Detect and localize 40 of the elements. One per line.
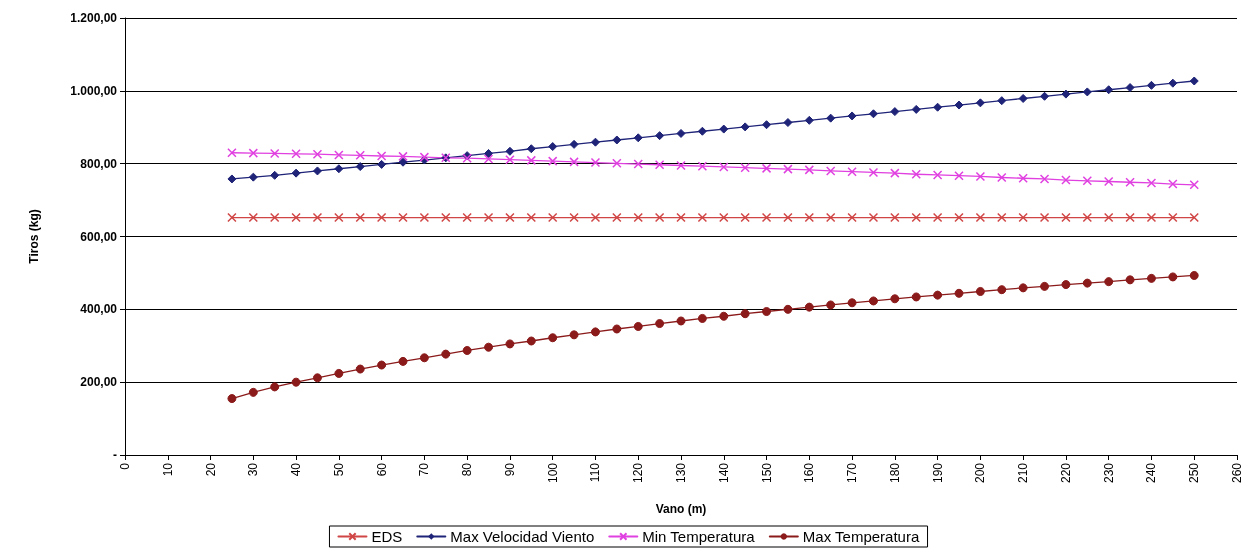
x-tick-label: 220 (1058, 462, 1073, 484)
x-tick-label: 70 (417, 462, 432, 477)
x-tick-label: 180 (887, 462, 902, 484)
x-tick-label: 200 (973, 462, 988, 484)
x-tick-label: 110 (588, 462, 603, 483)
x-tick-label: 190 (930, 462, 945, 484)
x-tick-label: 150 (759, 462, 774, 484)
x-tick-label: 10 (160, 462, 175, 477)
y-tick-label: 200,00 (80, 375, 118, 390)
x-tick-label: 50 (331, 462, 346, 477)
x-tick-label: 0 (118, 462, 132, 470)
legend-label: Max Velocidad Viento (450, 528, 595, 545)
x-tick-label: 160 (802, 462, 817, 484)
legend-label: Min Temperatura (642, 528, 756, 545)
x-tick-label: 40 (289, 462, 304, 477)
y-tick-label: - (113, 448, 117, 462)
legend-label: EDS (371, 528, 403, 545)
x-tick-label: 60 (374, 462, 389, 477)
x-tick-label: 130 (674, 462, 688, 484)
x-tick-label: 230 (1101, 462, 1116, 484)
x-tick-label: 90 (502, 462, 517, 477)
x-tick-label: 210 (1016, 462, 1031, 484)
x-tick-label: 260 (1230, 462, 1244, 484)
y-tick-label: 600,00 (80, 229, 118, 244)
y-tick-label: 400,00 (80, 302, 118, 317)
x-tick-label: 170 (845, 462, 860, 484)
y-tick-label: 1.000,00 (70, 83, 118, 98)
x-tick-label: 30 (246, 462, 261, 477)
x-tick-label: 240 (1144, 462, 1159, 484)
legend-label: Max Temperatura (802, 528, 920, 545)
y-tick-label: 1.200,00 (70, 11, 118, 25)
x-tick-label: 80 (460, 462, 475, 477)
y-axis-title: Tiros (kg) (27, 209, 41, 264)
x-axis-title: Vano (m) (655, 502, 707, 516)
x-tick-label: 20 (203, 462, 218, 477)
x-tick-label: 120 (631, 462, 646, 484)
x-tick-label: 250 (1187, 462, 1202, 484)
x-tick-label: 140 (716, 462, 731, 484)
y-tick-label: 800,00 (80, 156, 118, 171)
x-tick-label: 100 (545, 462, 560, 484)
